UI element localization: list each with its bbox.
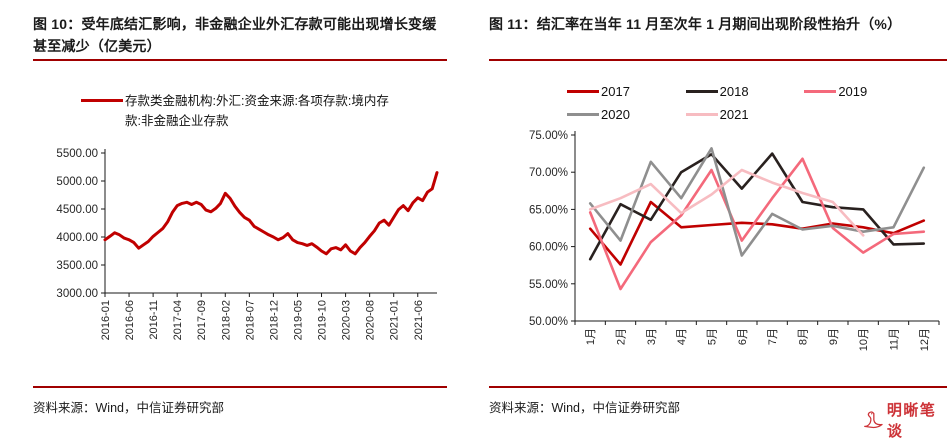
svg-text:8月: 8月 — [798, 328, 810, 345]
svg-text:11月: 11月 — [889, 328, 901, 350]
svg-text:2016-11: 2016-11 — [148, 300, 160, 340]
figure10-panel: 图 10：受年底结汇影响，非金融企业外汇存款可能出现增长变缓甚至减少（亿美元） … — [33, 0, 447, 415]
legend-label: 2017 — [601, 84, 630, 99]
legend-label: 2019 — [838, 84, 868, 99]
legend-swatch — [685, 113, 718, 116]
svg-text:5月: 5月 — [707, 328, 719, 345]
svg-text:70.00%: 70.00% — [529, 167, 568, 179]
svg-text:2020-08: 2020-08 — [365, 300, 377, 340]
svg-text:2018-02: 2018-02 — [220, 300, 232, 340]
svg-text:4500.00: 4500.00 — [56, 204, 98, 216]
svg-text:2月: 2月 — [616, 328, 628, 345]
figure11-source: 资料来源：Wind，中信证券研究部 — [489, 386, 947, 416]
legend-item-2019: 2019 — [804, 83, 923, 100]
svg-text:2017-09: 2017-09 — [196, 300, 208, 340]
svg-text:5500.00: 5500.00 — [56, 148, 98, 160]
svg-text:1月: 1月 — [585, 328, 597, 345]
legend-item-2021: 2021 — [685, 106, 805, 123]
svg-text:2021-01: 2021-01 — [389, 300, 401, 340]
svg-text:3500.00: 3500.00 — [56, 260, 98, 272]
figure10-source: 资料来源：Wind，中信证券研究部 — [33, 386, 447, 416]
svg-text:2019-05: 2019-05 — [292, 300, 304, 340]
legend-swatch — [804, 90, 837, 93]
svg-text:3月: 3月 — [646, 328, 658, 345]
svg-text:10月: 10月 — [858, 328, 870, 351]
svg-text:9月: 9月 — [828, 328, 840, 345]
figure10-legend-line-swatch — [81, 99, 123, 102]
legend-label: 2018 — [719, 84, 749, 99]
svg-text:12月: 12月 — [919, 328, 931, 351]
swan-bird-icon — [864, 411, 883, 429]
figure11-panel: 图 11：结汇率在当年 11 月至次年 1 月期间出现阶段性抬升（%） 2017… — [489, 0, 947, 415]
legend-item-2020: 2020 — [567, 106, 686, 123]
legend-swatch — [685, 90, 718, 93]
svg-text:2020-03: 2020-03 — [341, 300, 353, 340]
figure10-line-chart: 3000.00 3500.00 4000.00 4500.00 5000.00 5500.… — [56, 148, 439, 340]
svg-text:60.00%: 60.00% — [529, 242, 568, 254]
legend-label: 2020 — [601, 107, 630, 122]
svg-text:55.00%: 55.00% — [529, 279, 568, 291]
svg-text:2018-07: 2018-07 — [244, 300, 256, 340]
svg-text:3000.00: 3000.00 — [56, 288, 98, 300]
figure11-legend: 2017 2018 2019 2020 2021 — [567, 83, 923, 123]
svg-text:4月: 4月 — [676, 328, 688, 345]
svg-text:2017-04: 2017-04 — [172, 300, 184, 340]
svg-text:7月: 7月 — [767, 328, 779, 345]
svg-text:2018-12: 2018-12 — [268, 300, 280, 340]
figure10-legend: 存款类金融机构:外汇:资金来源:各项存款:境内存款:非金融企业存款 — [33, 91, 447, 131]
legend-swatch — [567, 90, 599, 93]
svg-text:6月: 6月 — [737, 328, 749, 345]
legend-swatch — [567, 113, 599, 116]
svg-text:50.00%: 50.00% — [529, 316, 568, 328]
legend-item-2018: 2018 — [685, 83, 805, 100]
svg-text:2021-06: 2021-06 — [413, 300, 425, 340]
brand-watermark: 明晰笔谈 — [862, 399, 947, 441]
svg-text:75.00%: 75.00% — [529, 130, 568, 142]
brand-watermark-text: 明晰笔谈 — [886, 402, 937, 440]
figure11-line-chart: 50.00% 55.00% 60.00% 65.00% 70.00% 75.00% 1月 2月… — [529, 130, 940, 351]
svg-text:2016-06: 2016-06 — [124, 300, 136, 340]
svg-text:4000.00: 4000.00 — [56, 232, 98, 244]
legend-label: 2021 — [719, 107, 749, 122]
svg-text:5000.00: 5000.00 — [56, 176, 98, 188]
figure10-legend-label: 存款类金融机构:外汇:资金来源:各项存款:境内存款:非金融企业存款 — [125, 94, 389, 128]
figure10-title: 图 10：受年底结汇影响，非金融企业外汇存款可能出现增长变缓甚至减少（亿美元） — [33, 0, 447, 61]
svg-text:65.00%: 65.00% — [529, 204, 568, 216]
svg-text:2016-01: 2016-01 — [100, 300, 112, 340]
figure11-title: 图 11：结汇率在当年 11 月至次年 1 月期间出现阶段性抬升（%） — [489, 0, 947, 61]
legend-item-2017: 2017 — [567, 83, 686, 100]
svg-text:2019-10: 2019-10 — [317, 300, 329, 340]
